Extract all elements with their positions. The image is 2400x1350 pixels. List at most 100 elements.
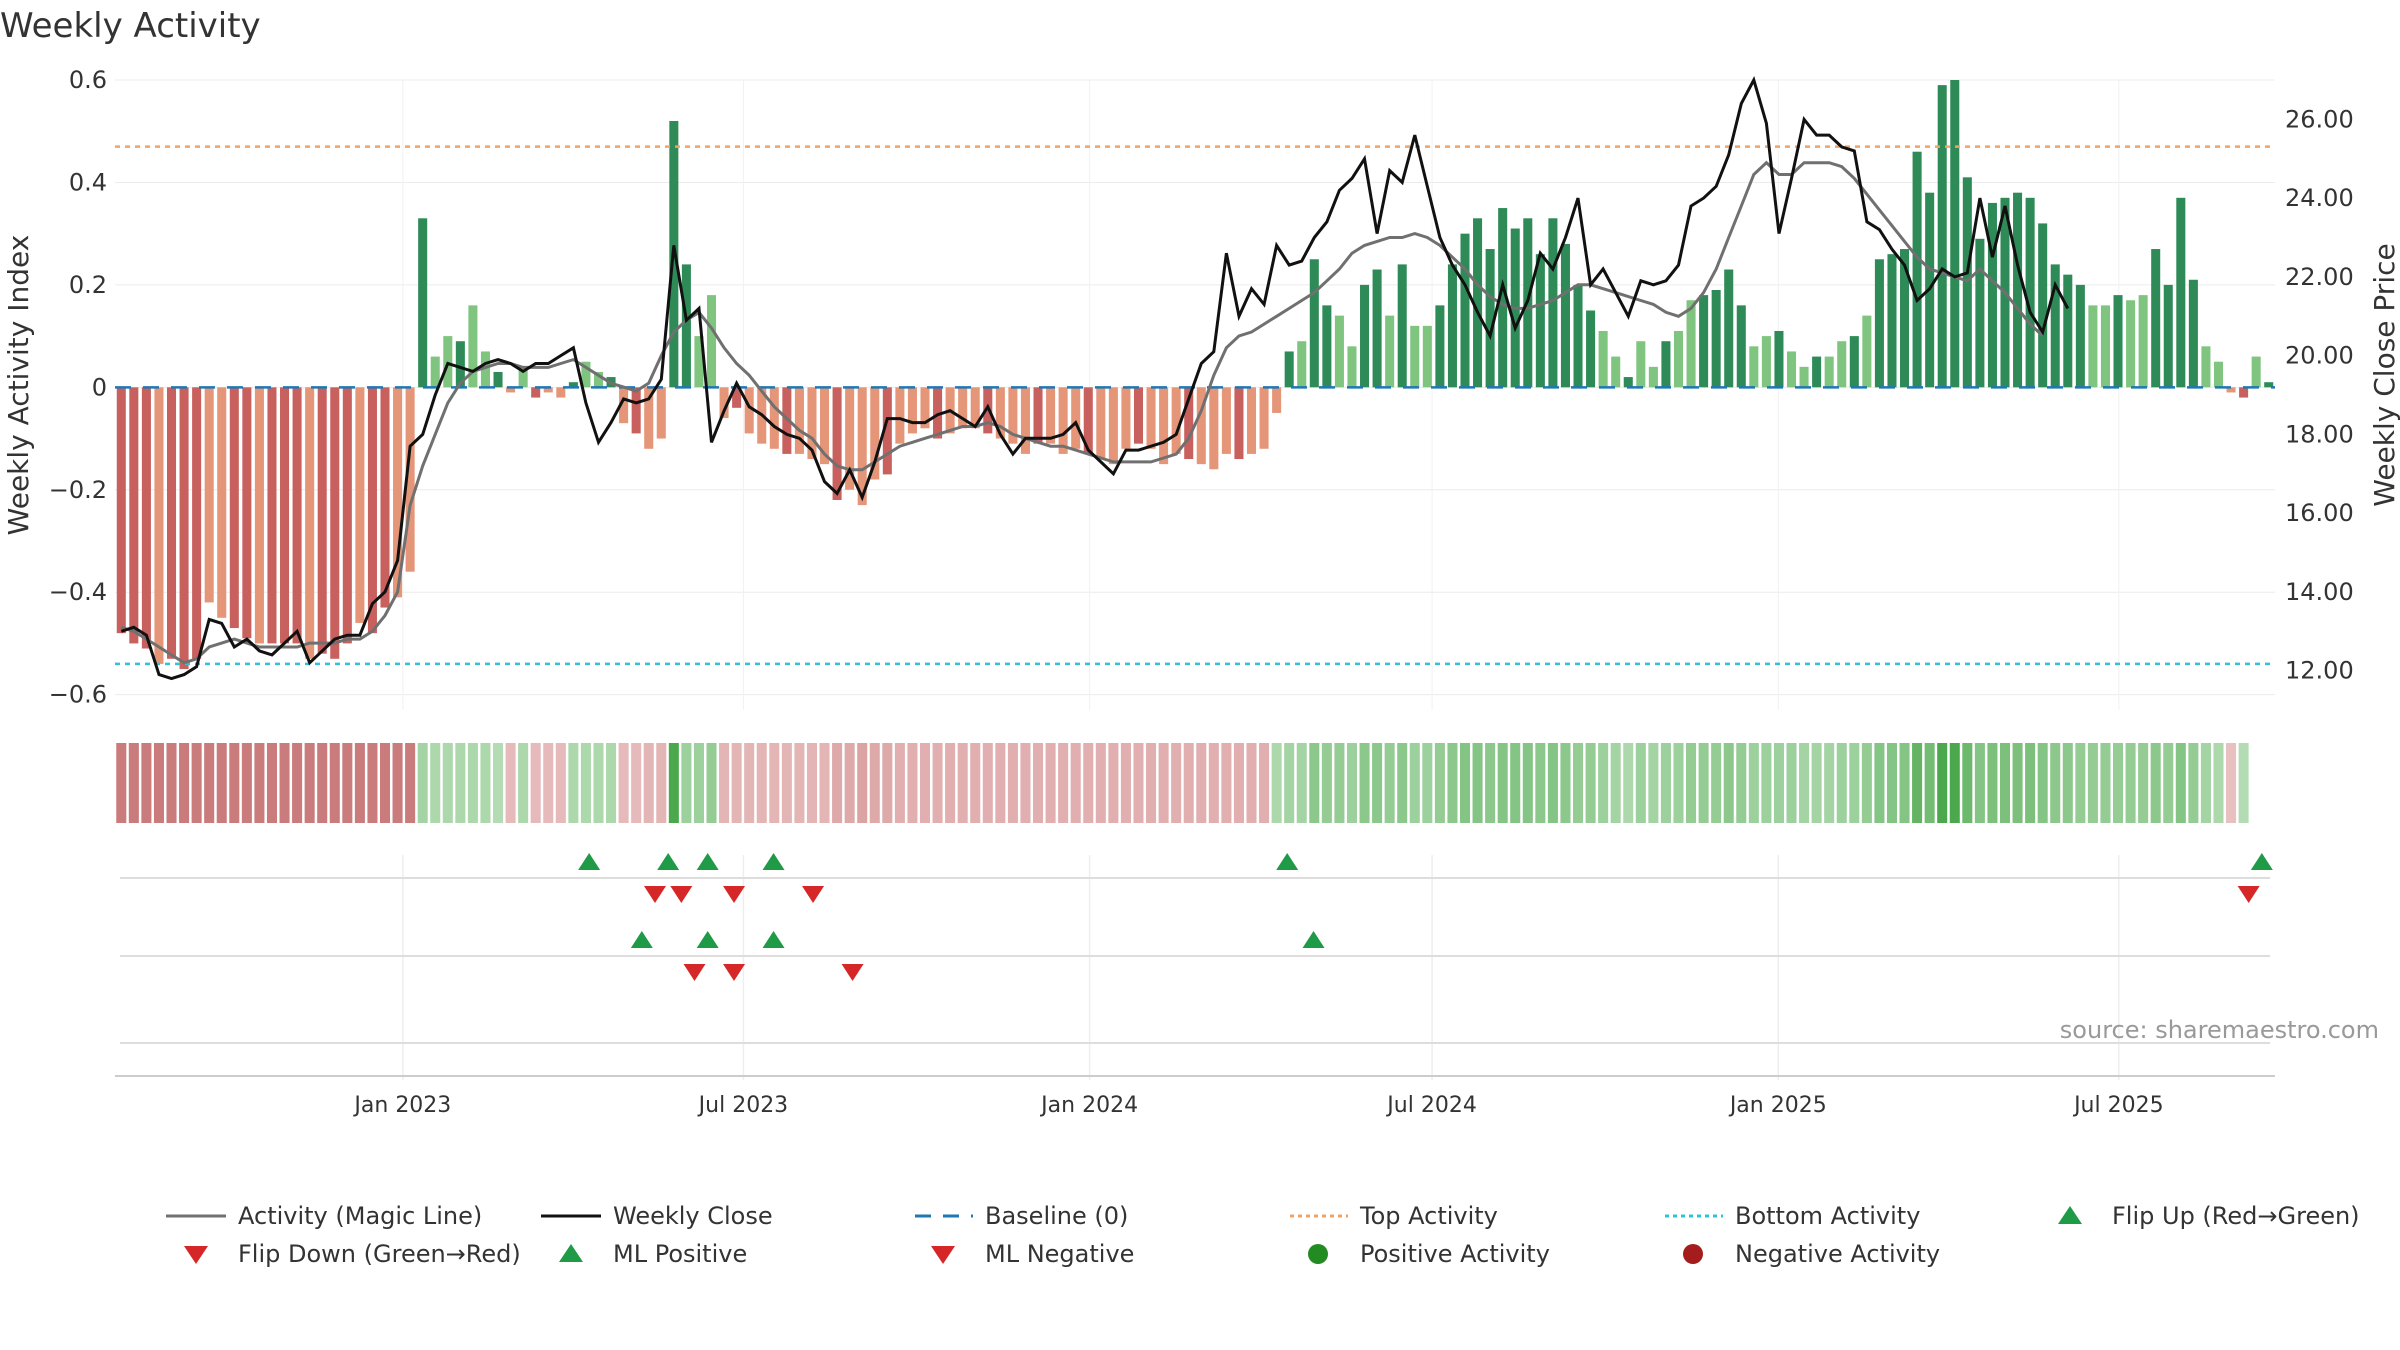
heat-strip-cell	[1246, 743, 1257, 823]
triangle-down-marker	[841, 964, 864, 981]
heat-strip-cell	[756, 743, 767, 823]
activity-bar	[1297, 341, 1307, 388]
activity-bar	[1987, 202, 1997, 388]
heat-strip-cell	[1095, 743, 1106, 823]
heat-strip-cell	[2238, 743, 2249, 823]
legend-item-negative-activity: Negative Activity	[1663, 1238, 1940, 1270]
heat-strip-cell	[1233, 743, 1244, 823]
heat-strip-cell	[1359, 743, 1370, 823]
heat-strip-cell	[1271, 743, 1282, 823]
activity-bar	[1422, 325, 1432, 388]
activity-bar	[656, 387, 666, 439]
heat-strip-cell	[2075, 743, 2086, 823]
heat-strip-cell	[417, 743, 428, 823]
y-right-tick-label: 26.00	[2285, 105, 2354, 133]
legend-item-flip-down: Flip Down (Green→Red)	[166, 1238, 521, 1270]
activity-bar	[1046, 387, 1056, 444]
activity-bar	[1937, 85, 1947, 388]
activity-bar	[2176, 197, 2186, 388]
heat-strip-cell	[1811, 743, 1822, 823]
heat-strip-cell	[254, 743, 265, 823]
cyan-dotted-line-icon	[1663, 1200, 1727, 1232]
legend-label: ML Positive	[613, 1240, 748, 1268]
heat-strip-cell	[1196, 743, 1207, 823]
heat-strip-cell	[1974, 743, 1985, 823]
heat-strip-cell	[1748, 743, 1759, 823]
heat-strip-cell	[292, 743, 303, 823]
activity-bar	[593, 371, 604, 388]
activity-bar	[1322, 305, 1332, 388]
activity-bar	[1033, 387, 1043, 444]
magic-line	[120, 160, 2044, 665]
weekly-close-line	[120, 76, 2070, 681]
triangle-up-marker	[762, 931, 785, 948]
heat-strip-cell	[2188, 743, 2199, 823]
activity-bar	[317, 387, 327, 654]
triangle-down-marker	[644, 886, 666, 903]
legend-item-top-activity: Top Activity	[1288, 1200, 1498, 1232]
activity-bar	[1209, 387, 1219, 470]
heat-strip-cell	[1987, 743, 1998, 823]
black-line-icon	[541, 1200, 605, 1232]
activity-bar	[192, 387, 202, 659]
activity-bar	[2201, 346, 2211, 388]
heat-strip-cell	[317, 743, 328, 823]
activity-bar	[1485, 249, 1495, 388]
heat-strip-cell	[580, 743, 591, 823]
activity-bar	[1259, 387, 1269, 449]
activity-bar	[443, 336, 453, 388]
heat-strip-cell	[1861, 743, 1872, 823]
legend-label: Positive Activity	[1360, 1240, 1550, 1268]
activity-bar	[1573, 284, 1583, 388]
activity-bar	[2126, 300, 2136, 388]
activity-bar	[1611, 356, 1621, 388]
y-right-tick-label: 12.00	[2285, 657, 2354, 685]
activity-bar	[1108, 387, 1118, 465]
activity-bar	[1347, 346, 1357, 388]
activity-bar	[970, 387, 980, 429]
activity-bar	[1121, 387, 1131, 449]
heat-strip-cell	[1033, 743, 1044, 823]
activity-bar	[1083, 387, 1093, 454]
activity-bar	[1862, 315, 1872, 388]
heat-strip-cell	[2012, 743, 2023, 823]
heat-strip-cell	[819, 743, 830, 823]
heat-strip-cell	[869, 743, 880, 823]
heat-strip-cell	[179, 743, 190, 823]
activity-bar	[1535, 254, 1545, 388]
y-right-tick-label: 24.00	[2285, 184, 2354, 212]
activity-bar	[1636, 341, 1646, 388]
heat-strip-cell	[1146, 743, 1157, 823]
heat-strip-cell	[1384, 743, 1395, 823]
activity-bar	[1749, 346, 1759, 388]
activity-bar	[882, 387, 892, 475]
heat-strip-cell	[279, 743, 290, 823]
activity-bar	[1786, 351, 1797, 388]
heat-strip-cell	[794, 743, 805, 823]
heat-strip-cell	[882, 743, 893, 823]
activity-bar	[292, 387, 302, 644]
legend-label: Flip Down (Green→Red)	[238, 1240, 521, 1268]
orange-dotted-line-icon	[1288, 1200, 1352, 1232]
heat-strip-cell	[1120, 743, 1131, 823]
heat-strip-cell	[1472, 743, 1483, 823]
activity-bar	[1887, 254, 1897, 388]
legend-label: Weekly Close	[613, 1202, 773, 1230]
y-right-tick-label: 18.00	[2285, 420, 2354, 448]
activity-bar	[2088, 305, 2098, 388]
heat-strip-cell	[204, 743, 215, 823]
heat-strip-cell	[919, 743, 931, 823]
heat-strip-cell	[141, 743, 152, 823]
chart-title: Weekly Activity	[0, 6, 261, 46]
triangle-down-marker	[2237, 886, 2260, 903]
heat-strip-cell	[744, 743, 755, 823]
heat-strip-cell	[618, 743, 629, 823]
triangle-up-marker	[2250, 853, 2273, 870]
activity-bar	[933, 387, 943, 439]
heat-strip-cell	[467, 743, 478, 823]
activity-bar	[1058, 387, 1068, 454]
activity-bar	[1397, 264, 1407, 388]
activity-bar	[367, 387, 377, 634]
y-right-tick-label: 22.00	[2285, 263, 2354, 291]
activity-bar	[1849, 336, 1859, 388]
